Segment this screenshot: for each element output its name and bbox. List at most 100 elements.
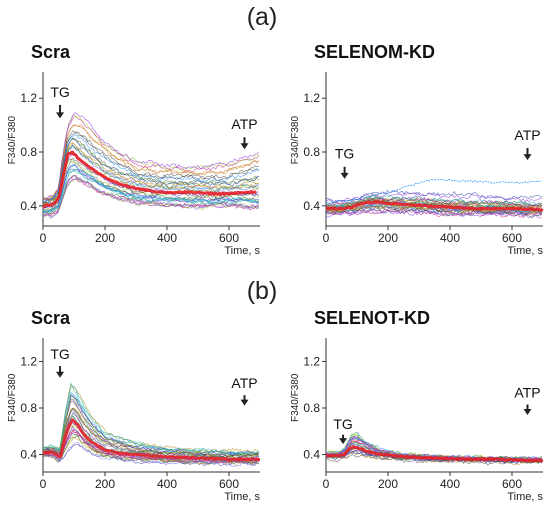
- cell-trace: [42, 145, 259, 208]
- cell-trace: [325, 196, 543, 208]
- annotation-tg: TG: [50, 346, 70, 378]
- cell-trace: [42, 398, 259, 458]
- x-tick-label: 400: [157, 477, 177, 491]
- arrow-down-icon: [56, 112, 65, 119]
- chart-panel-2: SELENOM-KD 0.4 0.8 1.2 0 200 400 600 F340/F380 Ti…: [290, 42, 543, 257]
- cell-trace: [42, 441, 259, 467]
- annotation-label: ATP: [231, 375, 257, 391]
- cell-traces: [325, 178, 543, 219]
- chart-panel-3: Scra 0.4 0.8 1.2 0 200 400 600 F340/F380 Time, s T…: [7, 308, 260, 503]
- annotation-atp: ATP: [514, 127, 541, 161]
- cell-trace: [42, 124, 259, 202]
- cell-trace: [42, 138, 259, 204]
- cell-trace: [42, 444, 259, 466]
- annotation-label: ATP: [231, 116, 257, 132]
- x-tick-label: 0: [323, 477, 330, 491]
- annotation-atp: ATP: [231, 375, 258, 406]
- chart-title: SELENOM-KD: [314, 42, 435, 62]
- y-tick-label: 1.2: [303, 91, 320, 105]
- x-tick-label: 0: [323, 231, 330, 245]
- cell-trace: [42, 130, 259, 201]
- cell-trace: [325, 208, 543, 218]
- cell-trace: [42, 163, 260, 215]
- y-axis-label: F340/F380: [7, 116, 18, 165]
- panel-label-b: (b): [247, 277, 278, 305]
- cell-trace: [42, 115, 260, 199]
- cell-trace: [42, 132, 260, 202]
- arrow-down-icon: [523, 154, 532, 161]
- x-axis-label: Time, s: [224, 491, 260, 503]
- cell-traces: [42, 112, 260, 219]
- mean-trace: [42, 418, 261, 462]
- y-tick-label: 0.8: [20, 145, 37, 159]
- y-tick-label: 1.2: [303, 354, 320, 368]
- y-tick-label: 0.4: [20, 199, 37, 213]
- cell-trace: [325, 208, 543, 218]
- y-tick-label: 0.4: [20, 448, 37, 462]
- chart-title: SELENOT-KD: [314, 308, 430, 328]
- arrow-down-icon: [240, 399, 249, 406]
- annotation-label: TG: [335, 146, 354, 162]
- chart-title: Scra: [31, 308, 71, 328]
- cell-trace: [42, 142, 259, 204]
- x-tick-label: 200: [95, 477, 115, 491]
- y-tick-label: 0.8: [303, 401, 320, 415]
- chart-title: Scra: [31, 42, 71, 62]
- x-tick-label: 600: [502, 477, 522, 491]
- cell-trace: [42, 114, 260, 199]
- x-tick-label: 200: [95, 231, 115, 245]
- y-tick-label: 0.8: [20, 401, 37, 415]
- annotation-tg: TG: [333, 416, 353, 445]
- y-tick-label: 1.2: [20, 91, 37, 105]
- x-axis-label: Time, s: [507, 245, 543, 257]
- cell-trace: [43, 112, 260, 200]
- y-tick-label: 0.4: [303, 199, 320, 213]
- cell-traces: [42, 382, 260, 467]
- annotation-atp: ATP: [514, 385, 541, 415]
- annotation-label: TG: [333, 416, 352, 432]
- x-tick-label: 200: [378, 231, 398, 245]
- cell-trace: [42, 177, 260, 219]
- y-tick-label: 0.8: [303, 145, 320, 159]
- annotation-label: ATP: [514, 127, 540, 143]
- y-axis-label: F340/F380: [7, 373, 18, 422]
- x-tick-label: 200: [378, 477, 398, 491]
- x-tick-label: 400: [440, 231, 460, 245]
- cell-trace: [42, 175, 259, 217]
- arrow-down-icon: [240, 143, 249, 150]
- x-tick-label: 0: [40, 477, 47, 491]
- cell-trace: [42, 134, 259, 202]
- charts-group: Scra 0.4 0.8 1.2 0 200 400 600 F340/F380 Time, s T…: [7, 42, 543, 503]
- cell-trace: [325, 449, 542, 464]
- cell-trace: [42, 142, 259, 205]
- annotation-tg: TG: [50, 84, 70, 119]
- mean-trace: [326, 199, 544, 212]
- arrow-down-icon: [56, 371, 65, 378]
- annotation-label: TG: [50, 346, 69, 362]
- x-axis-label: Time, s: [507, 491, 543, 503]
- x-tick-label: 400: [440, 477, 460, 491]
- cell-trace: [42, 384, 260, 453]
- chart-panel-1: Scra 0.4 0.8 1.2 0 200 400 600 F340/F380 Time, s T…: [7, 42, 260, 257]
- chart-panel-4: SELENOT-KD 0.4 0.8 1.2 0 200 400 600 F340/F380 Ti…: [290, 308, 543, 503]
- cell-trace: [42, 429, 259, 464]
- x-tick-label: 600: [219, 477, 239, 491]
- mean-trace: [326, 445, 544, 463]
- annotation-label: ATP: [514, 385, 540, 401]
- x-tick-label: 0: [40, 231, 47, 245]
- x-axis-label: Time, s: [224, 245, 260, 257]
- arrow-down-icon: [340, 172, 349, 179]
- y-tick-label: 1.2: [20, 354, 37, 368]
- y-axis-label: F340/F380: [290, 116, 301, 165]
- mean-trace: [43, 150, 257, 208]
- annotation-label: TG: [50, 84, 69, 100]
- cell-trace: [325, 189, 542, 204]
- annotation-tg: TG: [335, 146, 354, 179]
- cell-trace: [42, 395, 259, 457]
- cell-trace: [43, 168, 260, 213]
- cell-trace: [42, 164, 259, 214]
- arrow-down-icon: [339, 438, 348, 445]
- cell-trace: [325, 437, 542, 462]
- x-tick-label: 600: [219, 231, 239, 245]
